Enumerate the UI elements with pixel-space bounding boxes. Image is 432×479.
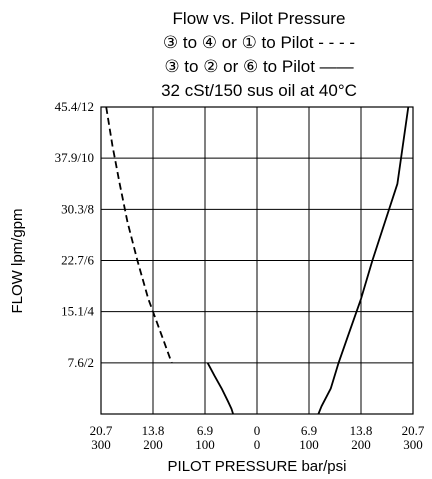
y-tick-label: 22.7/6 xyxy=(61,253,94,268)
solid-flow-curve xyxy=(317,106,410,415)
x-tick-label-bar: 20.7 xyxy=(402,423,425,438)
x-tick-label-bar: 13.8 xyxy=(350,423,373,438)
x-tick-label-bar: 6.9 xyxy=(197,423,213,438)
chart-subtitle-line-3: 32 cSt/150 sus oil at 40°C xyxy=(161,81,357,100)
x-tick-label-psi: 0 xyxy=(254,437,261,452)
x-tick-label-bar: 13.8 xyxy=(142,423,165,438)
plot-frame xyxy=(100,106,414,415)
y-tick-label: 15.1/4 xyxy=(61,304,94,319)
grid-lines xyxy=(101,107,413,414)
y-tick-label: 7.6/2 xyxy=(68,355,94,370)
chart-subtitle-line-1: ③ to ④ or ① to Pilot - - - - xyxy=(163,33,355,52)
solid-flow-curve xyxy=(206,362,234,415)
data-series xyxy=(105,106,410,415)
x-tick-label-psi: 200 xyxy=(143,437,163,452)
chart-title: Flow vs. Pilot Pressure xyxy=(173,9,346,28)
x-axis-label: PILOT PRESSURE bar/psi xyxy=(168,458,347,475)
x-tick-label-psi: 100 xyxy=(195,437,215,452)
x-tick-label-psi: 100 xyxy=(299,437,319,452)
chart-subtitle-line-2: ③ to ② or ⑥ to Pilot —— xyxy=(164,57,353,76)
y-axis-label: FLOW lpm/gpm xyxy=(9,208,26,313)
x-tick-label-bar: 0 xyxy=(254,423,261,438)
y-tick-label: 30.3/8 xyxy=(61,201,94,216)
x-tick-label-bar: 6.9 xyxy=(301,423,317,438)
y-tick-labels: 45.4/12 37.9/10 30.3/8 22.7/6 15.1/4 7.6/2 xyxy=(55,99,95,370)
x-tick-labels: 20.730013.82006.9100006.910013.820020.73… xyxy=(90,423,425,452)
x-tick-label-bar: 20.7 xyxy=(90,423,113,438)
x-tick-label-psi: 200 xyxy=(351,437,371,452)
x-tick-label-psi: 300 xyxy=(403,437,423,452)
x-tick-label-psi: 300 xyxy=(91,437,111,452)
dashed-flow-curve xyxy=(105,106,173,364)
y-tick-label: 37.9/10 xyxy=(55,150,94,165)
y-tick-label: 45.4/12 xyxy=(55,99,94,114)
